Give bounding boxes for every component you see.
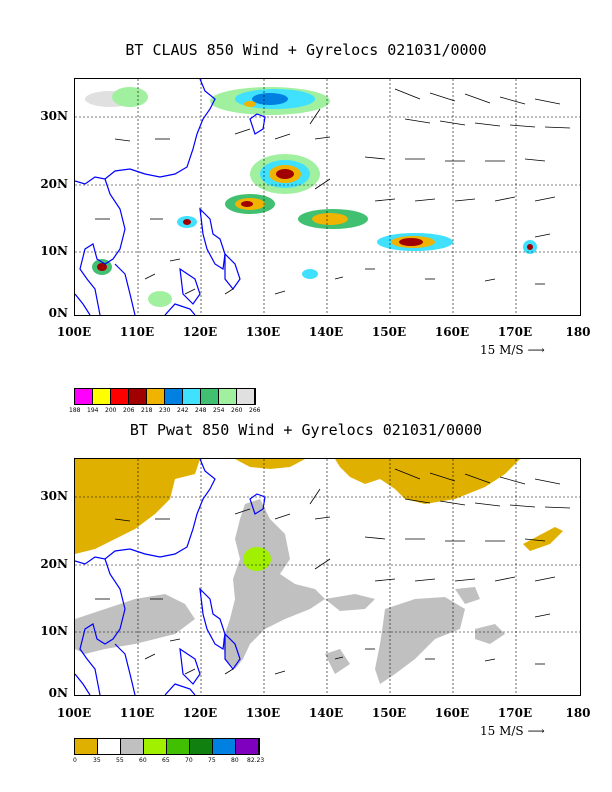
coastlines	[75, 79, 266, 315]
colorbar-label: 248	[195, 407, 207, 414]
colorbar-label: 218	[141, 407, 153, 414]
colorbar-box	[237, 389, 255, 404]
colorbar-box	[236, 739, 259, 754]
panel2-colorbar	[74, 738, 260, 755]
panel1-xtick: 160E	[434, 325, 470, 339]
panel1-xtick: 120E	[182, 325, 218, 339]
panel1-xtick: 110E	[119, 325, 155, 339]
panel2-xtick: 100E	[56, 706, 92, 720]
colorbar-label: 188	[69, 407, 81, 414]
colorbar-label: 206	[123, 407, 135, 414]
panel1-ytick: 0N	[48, 306, 68, 320]
panel2-map	[74, 458, 581, 696]
colorbar-box	[219, 389, 237, 404]
colorbar-label: 200	[105, 407, 117, 414]
panel2-ref-vector: 15 M/S ⟶	[480, 724, 545, 738]
colorbar-box	[183, 389, 201, 404]
panel2-ref-vector-label: 15 M/S	[480, 724, 524, 738]
colorbar-label: 65	[162, 757, 170, 764]
panel2-map-svg	[75, 459, 580, 695]
panel1-xtick: 150E	[371, 325, 407, 339]
panel1-colorbar	[74, 388, 256, 405]
colorbar-label: 80	[231, 757, 239, 764]
coastlines	[75, 459, 266, 695]
colorbar-box	[75, 739, 98, 754]
colorbar-box	[167, 739, 190, 754]
lat-lon-grid	[75, 79, 580, 315]
panel1-xtick: 130E	[245, 325, 281, 339]
colorbar-box	[165, 389, 183, 404]
panel1-ref-vector: 15 M/S ⟶	[480, 343, 545, 357]
panel2-xtick: 110E	[119, 706, 155, 720]
panel1-xtick: 170E	[497, 325, 533, 339]
panel2-xtick: 180	[565, 706, 591, 720]
panel1-map-svg	[75, 79, 580, 315]
wind-vectors	[95, 88, 571, 295]
colorbar-label: 55	[116, 757, 124, 764]
colorbar-label: 242	[177, 407, 189, 414]
colorbar-box	[144, 739, 167, 754]
panel2-xtick: 120E	[182, 706, 218, 720]
colorbar-box	[93, 389, 111, 404]
panel1-xtick: 140E	[308, 325, 344, 339]
wind-vectors	[95, 468, 571, 675]
panel1-ref-vector-label: 15 M/S	[480, 343, 524, 357]
colorbar-box	[121, 739, 144, 754]
panel1-ytick: 10N	[40, 244, 68, 258]
colorbar-box	[111, 389, 129, 404]
colorbar-box	[129, 389, 147, 404]
panel1-xtick: 180	[565, 325, 591, 339]
panel2-ytick: 30N	[40, 489, 68, 503]
panel2-title: BT Pwat 850 Wind + Gyrelocs 021031/0000	[129, 421, 483, 439]
colorbar-label: 70	[185, 757, 193, 764]
panel1-map	[74, 78, 581, 316]
panel2-xtick: 130E	[245, 706, 281, 720]
colorbar-label: 60	[139, 757, 147, 764]
colorbar-label: 0	[73, 757, 77, 764]
lat-lon-grid	[75, 459, 580, 695]
panel2-xtick: 170E	[497, 706, 533, 720]
panel1-ytick: 30N	[40, 109, 68, 123]
panel2-xtick: 140E	[308, 706, 344, 720]
panel2-xtick: 150E	[371, 706, 407, 720]
panel1-title: BT CLAUS 850 Wind + Gyrelocs 021031/0000	[125, 41, 487, 59]
colorbar-box	[98, 739, 121, 754]
colorbar-label: 230	[159, 407, 171, 414]
colorbar-label: 266	[249, 407, 261, 414]
colorbar-label: 35	[93, 757, 101, 764]
colorbar-label: 254	[213, 407, 225, 414]
panel2-xtick: 160E	[434, 706, 470, 720]
panel2-ytick: 20N	[40, 557, 68, 571]
panel2-ytick: 0N	[48, 686, 68, 700]
colorbar-box	[201, 389, 219, 404]
cloud-shading	[85, 87, 537, 307]
ref-arrow-icon: ⟶	[527, 343, 545, 357]
panel1-ytick: 20N	[40, 177, 68, 191]
colorbar-box	[190, 739, 213, 754]
colorbar-label: 82.23	[247, 757, 265, 764]
colorbar-box	[213, 739, 236, 754]
panel1-xtick: 100E	[56, 325, 92, 339]
ref-arrow-icon: ⟶	[527, 724, 545, 738]
pwat-shading	[75, 459, 563, 684]
colorbar-label: 75	[208, 757, 216, 764]
colorbar-box	[75, 389, 93, 404]
panel2-ytick: 10N	[40, 624, 68, 638]
colorbar-label: 194	[87, 407, 99, 414]
colorbar-label: 260	[231, 407, 243, 414]
colorbar-box	[147, 389, 165, 404]
